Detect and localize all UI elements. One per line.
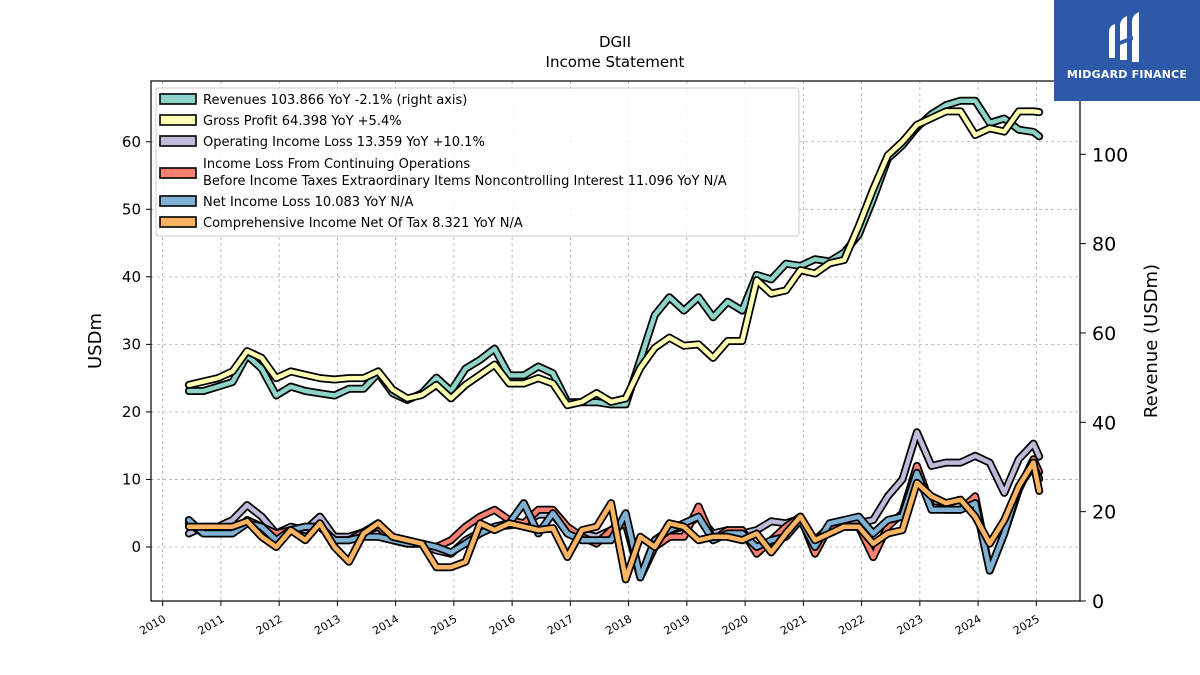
legend-label: Net Income Loss 10.083 YoY N/A	[203, 195, 414, 210]
xtick-label: 2022	[836, 612, 867, 637]
legend-label: Revenues 103.866 YoY -2.1% (right axis)	[203, 93, 467, 108]
xtick-label: 2011	[196, 612, 227, 637]
plot-frame	[150, 80, 1081, 602]
xtick-label: 2018	[603, 612, 634, 637]
legend-swatch	[159, 167, 197, 179]
chart-subtitle: Income Statement	[546, 53, 685, 71]
legend-swatch	[159, 135, 197, 147]
legend-swatch	[159, 216, 197, 228]
ytick-label: 40	[122, 268, 141, 286]
y-axis-label: USDm	[85, 313, 106, 369]
xtick-label: 2015	[429, 612, 460, 637]
y2-axis-label: Revenue (USDm)	[1141, 264, 1162, 418]
legend-swatch	[159, 195, 197, 207]
brand-name: MIDGARD FINANCE	[1066, 68, 1188, 81]
chart-title: DGII	[599, 33, 631, 51]
legend-label: Before Income Taxes Extraordinary Items …	[203, 174, 727, 189]
xtick-label: 2010	[137, 612, 168, 637]
xtick-label: 2024	[953, 612, 984, 637]
xtick-label: 2019	[662, 612, 693, 637]
legend-label: Gross Profit 64.398 YoY +5.4%	[203, 114, 402, 129]
y2tick-label: 20	[1092, 502, 1116, 524]
series-5	[184, 458, 1044, 584]
series-lines	[184, 96, 1044, 584]
xtick-label: 2023	[895, 612, 926, 637]
xtick-label: 2021	[778, 612, 809, 637]
legend-label: Income Loss From Continuing Operations	[203, 157, 470, 172]
xtick-label: 2017	[545, 612, 576, 637]
legend-swatch	[159, 114, 197, 126]
ytick-label: 50	[122, 200, 141, 218]
xtick-label: 2020	[720, 612, 751, 637]
xtick-label: 2016	[487, 612, 518, 637]
right-axis-ticks: 0 20 40 60 80 100	[1080, 144, 1128, 613]
legend-label: Operating Income Loss 13.359 YoY +10.1%	[203, 135, 485, 150]
x-axis-ticks: 2010 2011 2012 2013 2014 2015 2016 2017 2018 2019…	[137, 601, 1042, 638]
y2tick-label: 100	[1092, 144, 1128, 166]
y2tick-label: 0	[1092, 591, 1104, 613]
ytick-label: 60	[122, 133, 141, 151]
midgard-logo-icon	[1109, 12, 1139, 62]
series-line	[186, 109, 1042, 408]
series-1	[184, 107, 1044, 410]
xtick-label: 2014	[370, 612, 401, 637]
legend-label: Comprehensive Income Net Of Tax 8.321 Yo…	[203, 216, 523, 231]
midgard-finance-logo: MIDGARD FINANCE	[1054, 0, 1200, 101]
y2tick-label: 80	[1092, 234, 1116, 256]
xtick-label: 2012	[254, 612, 285, 637]
ytick-label: 0	[131, 538, 141, 556]
y2tick-label: 40	[1092, 412, 1116, 434]
ytick-label: 10	[122, 470, 141, 488]
ytick-label: 30	[122, 335, 141, 353]
series-line	[186, 460, 1042, 582]
legend-swatch	[159, 93, 197, 105]
legend: Revenues 103.866 YoY -2.1% (right axis) G…	[155, 87, 800, 237]
legend-box	[155, 87, 800, 237]
left-axis-ticks: 0 10 20 30 40 50 60	[122, 133, 151, 556]
y2tick-label: 60	[1092, 323, 1116, 345]
xtick-label: 2025	[1011, 612, 1042, 637]
xtick-label: 2013	[312, 612, 343, 637]
ytick-label: 20	[122, 403, 141, 421]
